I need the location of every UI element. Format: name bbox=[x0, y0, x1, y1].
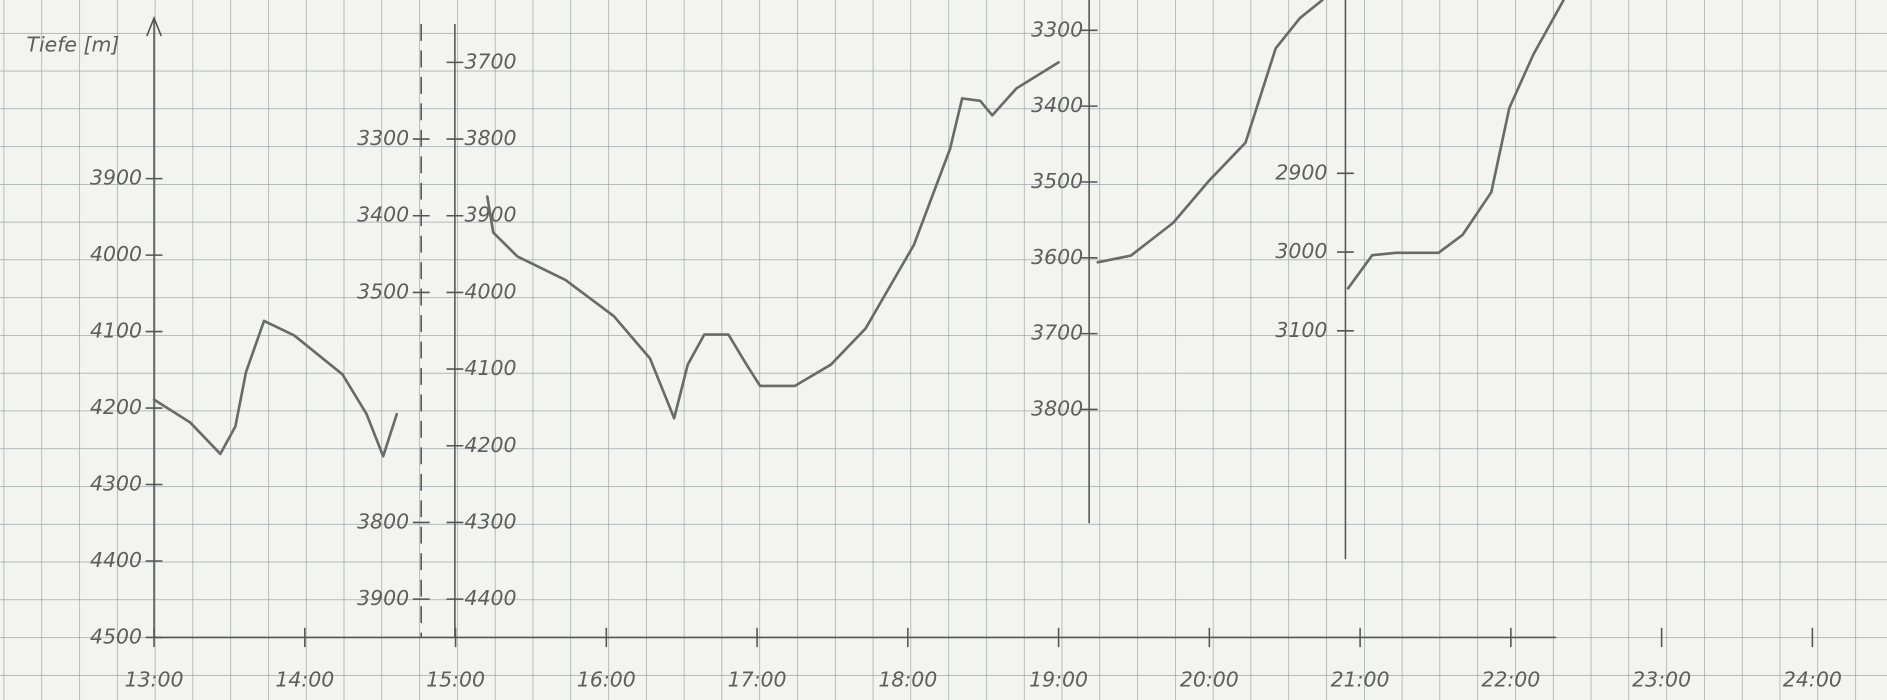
y-tick-label: 3400 bbox=[357, 203, 409, 227]
y2-tick-label: 4300 bbox=[465, 509, 517, 533]
y-tick-label: 4000 bbox=[90, 242, 142, 266]
x-tick-label: 15:00 bbox=[426, 668, 485, 692]
y-tick-label: 2900 bbox=[1275, 160, 1327, 184]
x-tick-label: 22:00 bbox=[1481, 668, 1540, 692]
y-tick-label: 3400 bbox=[1031, 93, 1083, 117]
y-tick-label: 3700 bbox=[1031, 321, 1083, 345]
depth-line bbox=[1346, 0, 1565, 290]
y-axis-label: Tiefe [m] bbox=[26, 33, 119, 57]
x-tick-label: 24:00 bbox=[1783, 668, 1842, 692]
y-tick-label: 3900 bbox=[90, 166, 142, 190]
y-tick-label: 3500 bbox=[1031, 169, 1083, 193]
y2-tick-label: 4400 bbox=[465, 586, 517, 610]
x-tick-label: 17:00 bbox=[728, 668, 787, 692]
y-tick-label: 4400 bbox=[90, 548, 142, 572]
x-tick-label: 19:00 bbox=[1029, 668, 1088, 692]
y2-tick-label: 4000 bbox=[465, 279, 517, 303]
y-tick-label: 3100 bbox=[1275, 318, 1327, 342]
y-tick-label: 3800 bbox=[1031, 396, 1083, 420]
y-tick-label: 4200 bbox=[90, 395, 142, 419]
x-tick-label: 23:00 bbox=[1632, 668, 1691, 692]
y-tick-label: 3300 bbox=[357, 126, 409, 150]
x-tick-label: 16:00 bbox=[577, 668, 636, 692]
y-tick-label: 4300 bbox=[90, 472, 142, 496]
y-tick-label: 3000 bbox=[1275, 239, 1327, 263]
y2-tick-label: 3800 bbox=[465, 126, 517, 150]
y2-tick-label: 4100 bbox=[465, 356, 517, 380]
y-tick-label: 3500 bbox=[357, 279, 409, 303]
x-tick-label: 14:00 bbox=[275, 668, 334, 692]
y-tick-label: 3900 bbox=[357, 586, 409, 610]
depth-line bbox=[152, 319, 399, 458]
y-tick-label: 4500 bbox=[90, 624, 142, 648]
depth-line bbox=[1096, 0, 1324, 264]
y-tick-label: 3300 bbox=[1031, 17, 1083, 41]
y-tick-label: 4100 bbox=[90, 319, 142, 343]
y-tick-label: 3800 bbox=[357, 509, 409, 533]
x-tick-label: 13:00 bbox=[125, 668, 184, 692]
x-tick-label: 20:00 bbox=[1180, 668, 1239, 692]
x-tick-label: 21:00 bbox=[1331, 668, 1390, 692]
y2-tick-label: 4200 bbox=[465, 433, 517, 457]
depth-line bbox=[485, 61, 1060, 420]
x-tick-label: 18:00 bbox=[878, 668, 937, 692]
y2-tick-label: 3700 bbox=[465, 49, 517, 73]
y-tick-label: 3600 bbox=[1031, 245, 1083, 269]
